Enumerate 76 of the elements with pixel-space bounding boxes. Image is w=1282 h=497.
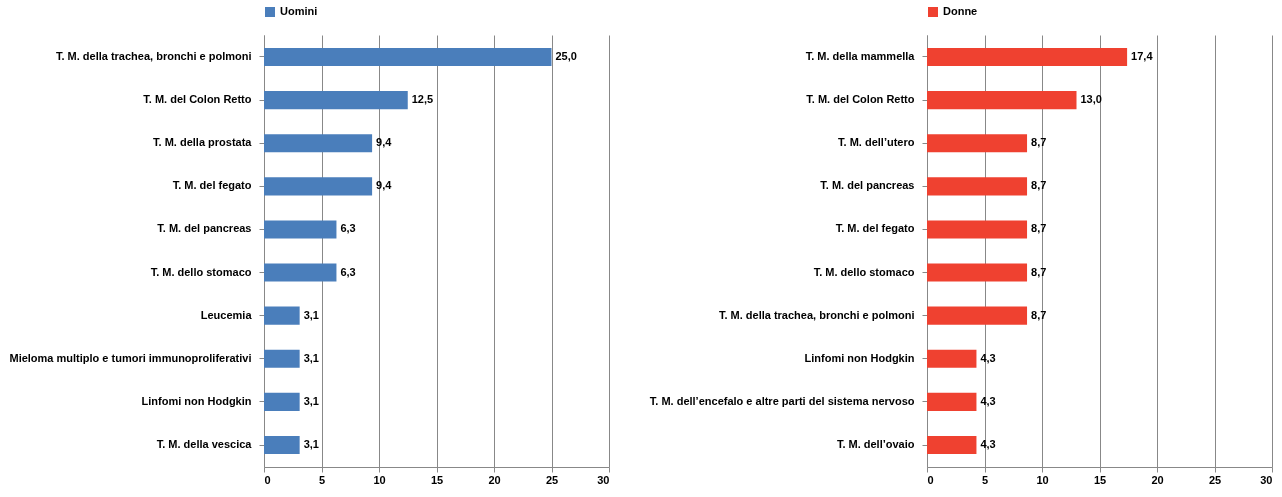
bar: [927, 392, 977, 411]
y-tick-label: T. M. della trachea, bronchi e polmoni: [55, 49, 252, 62]
y-tick-label: T. M. dell’ovaio: [836, 438, 915, 451]
data-label: 6,3: [340, 265, 356, 278]
data-label: 8,7: [1031, 179, 1047, 192]
bar: [927, 435, 977, 455]
x-tick-label: 10: [373, 473, 386, 486]
bar: [264, 220, 337, 239]
y-tick-label: T. M. del fegato: [172, 179, 252, 192]
y-tick-label: T. M. della trachea, bronchi e polmoni: [718, 308, 915, 321]
x-tick-label: 0: [927, 473, 934, 486]
x-tick-label: 0: [264, 473, 271, 486]
y-tick-label: Leucemia: [200, 308, 253, 321]
bar: [264, 306, 300, 325]
y-tick-label: T. M. del fegato: [835, 222, 915, 235]
data-label: 3,1: [303, 308, 319, 321]
legend-label: Donne: [943, 5, 978, 17]
y-tick-label: Linfomi non Hodgkin: [141, 394, 252, 407]
y-tick-label: Mieloma multiplo e tumori immunoproliferativi: [9, 351, 252, 364]
y-tick-label: T. M. dell’encefalo e altre parti del sistema nervoso: [649, 394, 915, 407]
bar: [264, 349, 300, 368]
x-tick-label: 30: [1260, 473, 1273, 486]
x-tick-label: 20: [488, 473, 501, 486]
data-label: 17,4: [1131, 49, 1154, 62]
y-tick-label: T. M. del pancreas: [157, 222, 252, 235]
bar: [927, 134, 1028, 153]
y-tick-label: T. M. del pancreas: [820, 179, 915, 192]
data-label: 8,7: [1031, 222, 1047, 235]
bar: [264, 177, 373, 196]
x-tick-label: 25: [545, 473, 559, 486]
data-label: 3,1: [303, 394, 319, 407]
x-tick-label: 10: [1036, 473, 1049, 486]
y-tick-label: T. M. del Colon Retto: [143, 93, 252, 106]
y-tick-label: T. M. della vescica: [156, 438, 253, 451]
bar: [927, 263, 1028, 282]
data-label: 4,3: [980, 438, 996, 451]
bar: [927, 220, 1028, 239]
data-label: 8,7: [1031, 265, 1047, 278]
x-tick-label: 15: [1093, 473, 1107, 486]
bar: [927, 177, 1028, 196]
data-label: 25,0: [555, 49, 577, 62]
bar: [927, 91, 1077, 110]
bar: [264, 47, 552, 67]
bar: [264, 392, 300, 411]
bar: [927, 349, 977, 368]
data-label: 6,3: [340, 222, 356, 235]
data-label: 3,1: [303, 438, 319, 451]
x-tick-label: 20: [1151, 473, 1164, 486]
data-label: 12,5: [411, 93, 434, 106]
x-tick-label: 15: [430, 473, 444, 486]
x-tick-label: 30: [597, 473, 610, 486]
data-label: 4,3: [980, 351, 996, 364]
bar: [264, 435, 300, 455]
data-label: 13,0: [1080, 93, 1102, 106]
y-tick-label: T. M. dello stomaco: [813, 265, 915, 278]
bar: [927, 306, 1028, 325]
data-label: 9,4: [376, 136, 393, 149]
x-tick-label: 5: [981, 473, 989, 486]
bar: [264, 263, 337, 282]
y-tick-label: T. M. della prostata: [153, 136, 253, 149]
x-tick-label: 5: [318, 473, 326, 486]
bar: [264, 91, 408, 110]
data-label: 9,4: [376, 179, 393, 192]
data-label: 8,7: [1031, 136, 1047, 149]
y-tick-label: T. M. dello stomaco: [150, 265, 252, 278]
bar: [927, 47, 1128, 67]
data-label: 3,1: [303, 351, 319, 364]
y-tick-label: T. M. dell’utero: [838, 136, 915, 149]
bar: [264, 134, 373, 153]
legend-label: Uomini: [280, 5, 318, 17]
x-tick-label: 25: [1208, 473, 1222, 486]
y-tick-label: Linfomi non Hodgkin: [804, 351, 915, 364]
data-label: 4,3: [980, 394, 996, 407]
y-tick-label: T. M. della mammella: [805, 49, 916, 62]
data-label: 8,7: [1031, 308, 1047, 321]
y-tick-label: T. M. del Colon Retto: [806, 93, 915, 106]
